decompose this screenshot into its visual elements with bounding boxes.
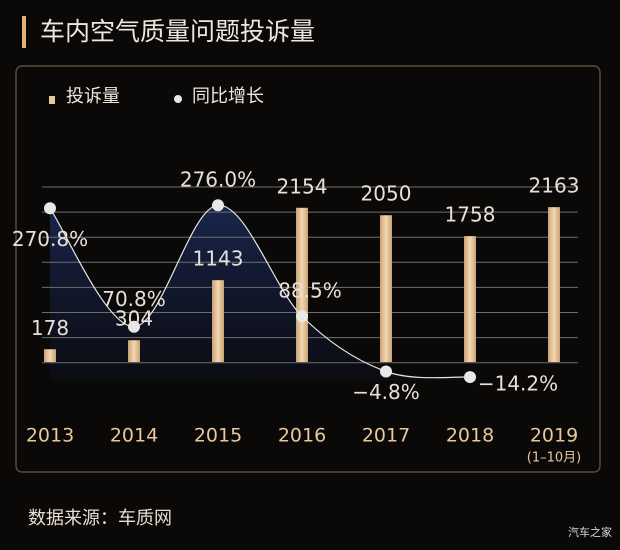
x-tick-label: 2013 xyxy=(26,425,74,447)
line-value-label: −14.2% xyxy=(478,372,558,396)
x-tick-label: 2018 xyxy=(446,425,494,447)
bar-value-label: 2163 xyxy=(529,174,580,198)
line-point xyxy=(296,310,308,323)
frame xyxy=(15,65,601,473)
bar xyxy=(44,349,56,362)
source: 数据来源：车质网 xyxy=(28,508,172,529)
bar-value-label: 2154 xyxy=(277,174,328,198)
line-point xyxy=(380,365,392,378)
line-value-label: −4.8% xyxy=(352,380,420,404)
bar xyxy=(380,215,392,362)
bar-value-label: 1758 xyxy=(445,203,496,227)
legend-marker xyxy=(49,96,55,104)
line-value-label: 88.5% xyxy=(278,279,342,303)
x-tick-label: 2019 xyxy=(530,425,578,447)
bar xyxy=(296,207,308,362)
bar-value-label: 1143 xyxy=(193,247,244,271)
chart-title: 车内空气质量问题投诉量 xyxy=(40,17,315,46)
line-point xyxy=(212,199,224,212)
legend-marker xyxy=(174,95,182,103)
line-point xyxy=(44,202,56,215)
bar xyxy=(212,280,224,362)
line-point xyxy=(464,371,476,384)
bar xyxy=(548,207,560,362)
line-value-label: 270.8% xyxy=(12,227,88,251)
x-tick-label: 2015 xyxy=(194,425,242,447)
line-area xyxy=(50,205,470,381)
line-point xyxy=(128,320,140,333)
x-note: (1–10月) xyxy=(527,451,581,466)
watermark: 汽车之家 xyxy=(568,525,612,539)
bar-value-label: 2050 xyxy=(361,182,412,206)
legend-label: 投诉量 xyxy=(66,86,120,107)
line-value-label: 276.0% xyxy=(180,168,256,192)
x-tick-label: 2017 xyxy=(362,425,410,447)
title-bar xyxy=(22,16,26,48)
bar-value-label: 178 xyxy=(31,316,69,340)
grid xyxy=(42,186,578,364)
line-value-label: 70.8% xyxy=(102,287,166,311)
bar xyxy=(128,340,140,362)
bar xyxy=(464,236,476,362)
x-tick-label: 2014 xyxy=(110,425,158,447)
legend-label: 同比增长 xyxy=(192,86,264,107)
x-tick-label: 2016 xyxy=(278,425,326,447)
